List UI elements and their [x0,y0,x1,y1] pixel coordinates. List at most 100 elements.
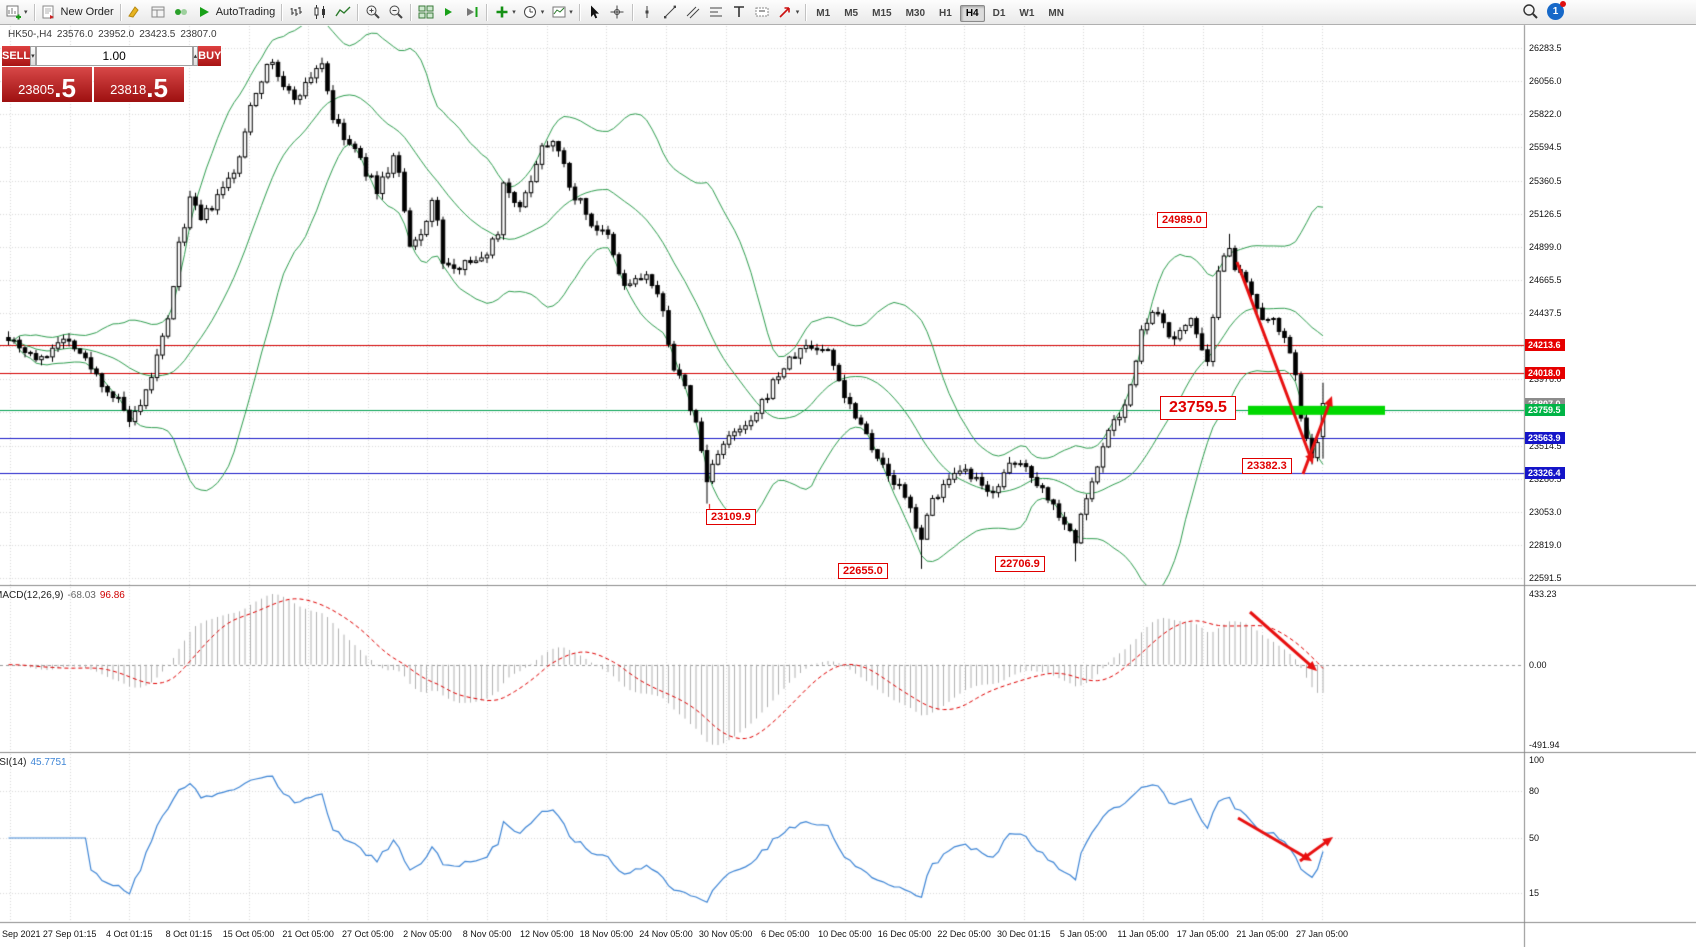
rsi-axis-label: 100 [1529,755,1545,765]
price-label[interactable]: 22655.0 [838,563,888,579]
navigator-button[interactable] [170,2,193,23]
data-window-icon [150,4,167,21]
timeframe-m15[interactable]: M15 [872,8,892,19]
toolbar-separator [410,3,412,21]
price-label[interactable]: 23759.5 [1160,396,1236,420]
channel-tool-button[interactable] [682,2,705,23]
timeframe-m5[interactable]: M5 [844,8,859,19]
price-label[interactable]: 24989.0 [1157,212,1207,228]
cursor-button[interactable] [583,2,606,23]
timeframe-m1[interactable]: M1 [816,8,831,19]
rsi-value: 45.7751 [30,757,67,768]
macd-indicator-label: MACD(12,26,9) -68.03 96.86 [0,590,125,601]
time-axis-label: 5 Jan 05:00 [1059,929,1107,939]
price-label[interactable]: 22706.9 [995,556,1045,572]
time-axis-label: 8 Oct 01:15 [165,929,213,939]
time-axis-label: 6 Dec 05:00 [760,929,810,939]
price-axis-label: 25594.5 [1529,141,1562,152]
notification-count: 1 [1552,6,1559,17]
price-axis-tag: 24213.6 [1525,339,1565,352]
zoom-out-button[interactable] [384,2,407,23]
chevron-down-icon: ▾ [540,9,545,16]
close-value: 23807.0 [180,29,217,40]
timeframe-m30[interactable]: M30 [905,8,926,19]
chart-shift-button[interactable] [460,2,483,23]
timeframe-mn[interactable]: MN [1048,8,1064,19]
autotrading-play-icon [196,4,213,21]
zoom-in-button[interactable] [361,2,384,23]
price-axis-label: 26056.0 [1529,75,1562,86]
line-chart-button[interactable] [331,2,354,23]
price-axis-label: 24665.5 [1529,275,1562,286]
toolbar-separator [578,3,580,21]
price-axis-label: 23053.0 [1529,506,1562,517]
periods-button[interactable]: ▾ [519,2,548,23]
toolbar-separator [281,3,283,21]
chevron-down-icon: ▾ [24,9,28,16]
symbol-period: HK50-,H4 [8,29,52,40]
candlestick-chart-button[interactable] [308,2,331,23]
time-axis-label: 8 Nov 05:00 [462,929,512,939]
label-icon [754,4,771,21]
arrows-tool-button[interactable]: ▾ [774,2,803,23]
indicators-plus-icon [493,4,510,21]
bar-chart-button[interactable] [285,2,308,23]
templates-button[interactable]: ▾ [547,2,576,23]
buy-price-big: .5 [146,73,168,103]
price-label[interactable]: 23109.9 [706,509,756,525]
toolbar-separator [33,3,35,21]
toolbar-separator [805,3,807,21]
cursor-arrow-icon [586,4,603,21]
text-tool-button[interactable] [728,2,751,23]
time-axis-label: 4 Oct 01:15 [106,929,153,939]
fibonacci-tool-button[interactable] [705,2,728,23]
market-watch-button[interactable] [124,2,147,23]
toolbar-separator [357,3,359,21]
toolbar-separator [119,3,121,21]
price-label[interactable]: 23382.3 [1242,458,1292,474]
buy-button[interactable]: BUY [198,46,222,66]
lot-increase-button[interactable]: ▴ [192,46,199,66]
price-axis-label: 26283.5 [1529,43,1562,53]
time-axis-label: 10 Dec 05:00 [818,929,872,939]
rsi-axis-label: 15 [1529,887,1540,898]
auto-scroll-button[interactable] [437,2,460,23]
price-axis-label: 24437.5 [1529,308,1562,318]
one-click-trading-panel: SELL ▾ ▴ BUY 23805.5 23818.5 [2,46,222,102]
crosshair-button[interactable] [606,2,629,23]
trendline-tool-button[interactable] [659,2,682,23]
vertical-line-tool-button[interactable] [636,2,659,23]
lot-size-input[interactable] [35,46,193,66]
search-icon[interactable] [1522,3,1539,20]
tile-windows-button[interactable] [414,2,437,23]
autotrading-button[interactable]: AutoTrading [193,2,279,23]
new-order-button[interactable]: New Order [38,2,117,23]
time-axis-label: 24 Nov 05:00 [639,929,693,939]
price-axis-label: 25126.5 [1529,209,1562,220]
timeframe-h1[interactable]: H1 [939,8,952,19]
indicators-button[interactable]: ▾ [490,2,519,23]
new-chart-button[interactable]: ▾ [2,2,31,23]
autotrading-label: AutoTrading [215,6,276,18]
low-value: 23423.5 [139,29,176,40]
toolbar-right-group: 1 [1522,1,1566,20]
price-axis-label: 25822.0 [1529,109,1562,120]
price-axis-tag: 23759.5 [1525,404,1565,417]
price-axis-tag: 24018.0 [1525,367,1565,380]
new-order-label: New Order [60,6,114,18]
timeframe-w1[interactable]: W1 [1019,8,1035,19]
price-axis-label: 22819.0 [1529,540,1562,551]
label-tool-button[interactable] [751,2,774,23]
timeframe-d1[interactable]: D1 [992,8,1006,19]
sell-price-button[interactable]: 23805.5 [2,67,92,102]
notification-badge[interactable]: 1 [1547,1,1566,20]
toolbar-separator [631,3,633,21]
time-axis-label: 17 Jan 05:00 [1176,929,1229,939]
timeframe-h4[interactable]: H4 [959,5,985,22]
lot-decrease-button[interactable]: ▾ [30,46,36,66]
price-axis-label: 23976.0 [1529,374,1562,385]
data-window-button[interactable] [147,2,170,23]
sell-button[interactable]: SELL [2,46,31,66]
buy-price-button[interactable]: 23818.5 [94,67,184,102]
